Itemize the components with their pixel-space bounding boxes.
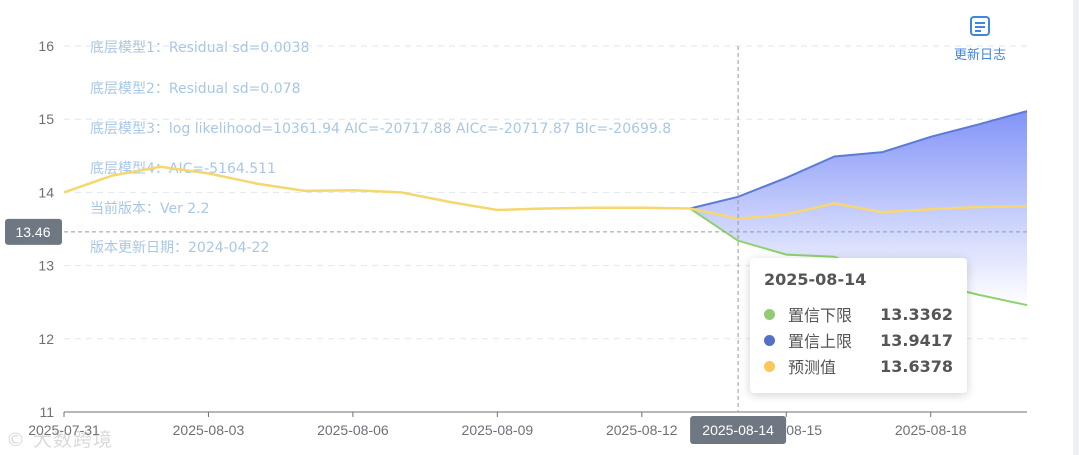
x-tick-label: 2025-08-12 (606, 422, 678, 438)
tooltip-row-value: 13.3362 (880, 304, 953, 324)
annotation-text: 底层模型1：Residual sd=0.0038 (90, 40, 309, 56)
lower-bound-marker (764, 308, 775, 320)
tooltip-date: 2025-08-14 (764, 270, 867, 289)
y-tick-label: 13 (38, 258, 54, 274)
x-tick-label: 2025-08-18 (895, 422, 967, 438)
tooltip-row-name: 置信下限 (788, 306, 853, 325)
x-axis: 2025-07-31 2025-08-03 2025-08-06 2025-08-09… (28, 411, 1027, 438)
y-tick-label: 12 (38, 331, 54, 347)
y-tick-label: 14 (38, 184, 54, 200)
upper-bound-line (689, 110, 1028, 210)
x-tick-label: 2025-08-03 (173, 422, 245, 438)
x-tick-label: 2025-07-31 (28, 422, 100, 438)
crosshair-y-label: 13.46 (15, 224, 50, 240)
tooltip-row-name: 预测值 (788, 358, 837, 377)
watermark: © 大数跨境 (6, 429, 114, 451)
chart-tooltip: 2025-08-14 置信下限 13.3362 置信上限 13.9417 预测值… (750, 258, 967, 393)
changelog-button[interactable]: 更新日志 (946, 16, 1014, 63)
x-tick-label: 2025-08-06 (317, 422, 389, 438)
y-tick-label: 16 (38, 38, 54, 54)
y-tick-label: 15 (38, 111, 54, 127)
page-edge (1073, 0, 1079, 455)
annotation-text: 底层模型2：Residual sd=0.078 (90, 81, 300, 97)
crosshair-x-badge (690, 416, 787, 444)
tooltip-row-lower: 置信下限 13.3362 (764, 301, 953, 327)
history-line (63, 165, 691, 212)
x-tick-label: 2025-08-09 (462, 422, 534, 438)
annotation-text: 底层模型3：log likelihood=10361.94 AIC=-20717… (90, 121, 671, 137)
forecast-line (689, 202, 1028, 221)
model-annotations: 底层模型1：Residual sd=0.0038 底层模型2：Residual s… (90, 40, 671, 256)
crosshair-x-label: 2025-08-14 (702, 422, 774, 438)
y-axis: 11 12 13 14 15 16 (38, 38, 54, 420)
tooltip-row-upper: 置信上限 13.9417 (764, 327, 953, 353)
changelog-icon (970, 16, 990, 36)
annotation-text: 当前版本：Ver 2.2 (90, 200, 210, 217)
upper-bound-marker (764, 334, 775, 346)
annotation-text: 版本更新日期：2024-04-22 (90, 240, 269, 256)
tooltip-row-name: 置信上限 (788, 332, 853, 351)
y-tick-label: 11 (39, 404, 54, 420)
crosshair: 13.46 2025-08-14 (5, 46, 1027, 444)
tooltip-row-value: 13.9417 (880, 330, 953, 350)
tooltip-row-forecast: 预测值 13.6378 (764, 353, 953, 379)
changelog-label: 更新日志 (953, 47, 1006, 62)
tooltip-row-value: 13.6378 (880, 356, 953, 376)
crosshair-y-badge (5, 218, 62, 245)
forecast-marker (764, 360, 775, 372)
